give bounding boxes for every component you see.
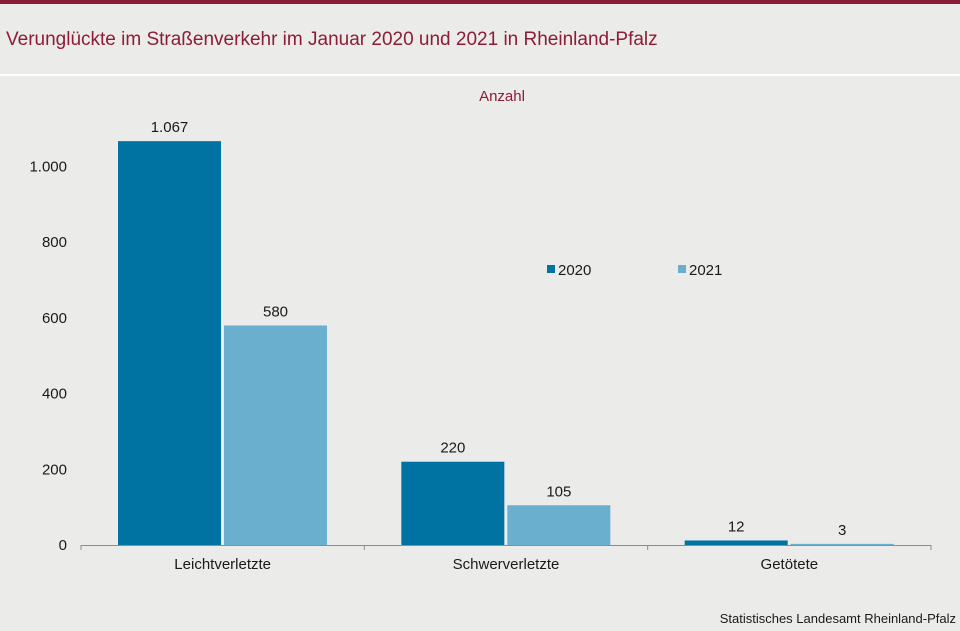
y-tick-label: 200 [42,461,67,478]
bar-2020-1 [401,461,505,545]
data-label: 12 [728,518,745,535]
y-tick-label: 400 [42,386,67,403]
legend-label: 2021 [689,262,722,279]
bar-2020-2 [684,540,788,545]
source-note: Statistisches Landesamt Rheinland-Pfalz [719,611,956,626]
bar-2020-0 [118,141,221,545]
bar-2021-2 [790,543,894,545]
legend-swatch-2020 [547,265,555,273]
y-tick-label: 1.000 [29,159,67,176]
legend-label: 2020 [558,262,591,279]
y-axis-unit-label: Anzahl [479,88,525,105]
data-label: 220 [440,440,465,457]
bar-2021-0 [224,325,327,545]
data-label: 3 [838,522,846,539]
y-tick-label: 0 [59,537,67,554]
x-tick-label: Leichtverletzte [174,556,271,573]
y-tick-label: 800 [42,234,67,251]
legend-swatch-2021 [678,265,686,273]
header-separator [0,74,960,76]
data-label: 1.067 [151,119,189,136]
bar-2021-1 [507,505,611,545]
top-rule [0,0,960,4]
data-label: 105 [546,483,571,500]
x-tick-label: Schwerverletzte [453,556,560,573]
x-tick-label: Getötete [761,556,819,573]
y-tick-label: 600 [42,310,67,327]
data-label: 580 [263,303,288,320]
chart-title: Verunglückte im Straßenverkehr im Januar… [6,29,658,50]
